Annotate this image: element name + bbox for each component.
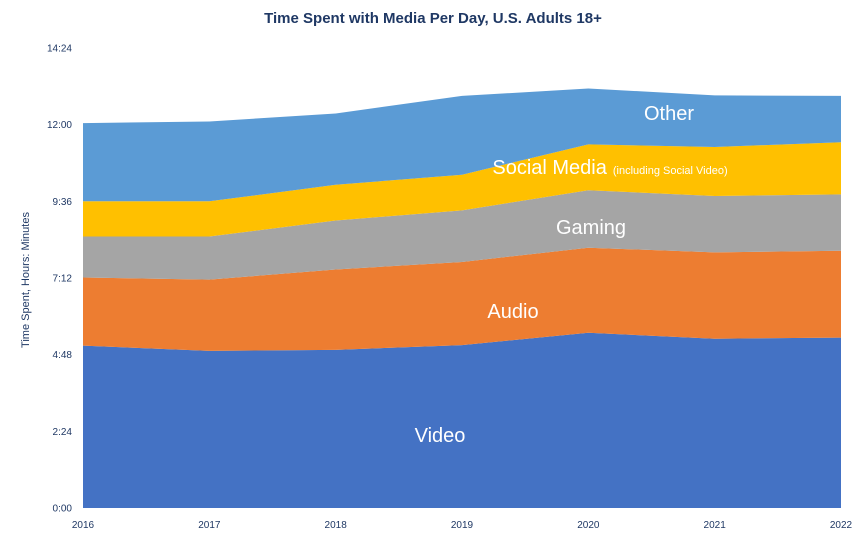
x-tick-label: 2022 [830, 520, 853, 531]
y-tick-label: 7:12 [53, 274, 73, 285]
chart-title: Time Spent with Media Per Day, U.S. Adul… [264, 10, 602, 27]
area-other [83, 88, 841, 202]
series-label-audio: Audio [487, 301, 538, 323]
series-label-other: Other [644, 103, 694, 125]
x-tick-label: 2021 [704, 520, 727, 531]
x-tick-label: 2018 [325, 520, 348, 531]
y-tick-label: 2:24 [53, 427, 73, 438]
series-label-video: Video [415, 425, 466, 447]
series-label-social-media: Social Media (including Social Video) [492, 157, 727, 179]
y-tick-label: 0:00 [53, 504, 73, 515]
x-tick-label: 2019 [451, 520, 474, 531]
series-label-gaming: Gaming [556, 217, 626, 239]
y-tick-label: 14:24 [47, 44, 72, 55]
area-social-media [83, 142, 841, 237]
area-audio [83, 247, 841, 351]
y-tick-label: 9:36 [53, 197, 73, 208]
area-video [83, 332, 841, 508]
x-tick-label: 2016 [72, 520, 95, 531]
x-tick-label: 2020 [577, 520, 600, 531]
y-tick-label: 12:00 [47, 120, 72, 131]
x-tick-label: 2017 [198, 520, 221, 531]
area-gaming [83, 190, 841, 280]
y-tick-label: 4:48 [53, 350, 73, 361]
